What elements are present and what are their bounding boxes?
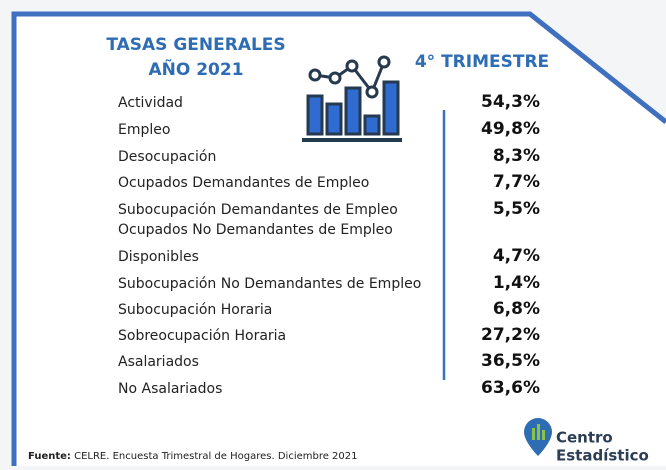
row-value: 36,5% bbox=[481, 351, 540, 371]
chart-icon bbox=[302, 55, 402, 142]
row-label: Actividad bbox=[118, 95, 183, 111]
row-label: Empleo bbox=[118, 122, 170, 138]
row-label: Desocupación bbox=[118, 149, 216, 165]
row-label: Ocupados Demandantes de Empleo bbox=[118, 175, 369, 191]
row-value: 7,7% bbox=[493, 172, 540, 192]
row-value: 27,2% bbox=[481, 325, 540, 345]
row-value: 6,8% bbox=[493, 299, 540, 319]
logo-text: Estadístico bbox=[556, 447, 649, 465]
card bbox=[14, 14, 666, 466]
row-label: No Asalariados bbox=[118, 381, 222, 397]
row-value: 63,6% bbox=[481, 378, 540, 398]
row-label: Subocupación Demandantes de Empleo bbox=[118, 202, 398, 218]
logo-text: Centro bbox=[556, 429, 613, 447]
title: TASAS GENERALES bbox=[106, 35, 285, 55]
period: 4° TRIMESTRE bbox=[415, 52, 549, 72]
row-label: Asalariados bbox=[118, 354, 199, 370]
row-label: Sobreocupación Horaria bbox=[118, 328, 286, 344]
frame bbox=[11, 11, 666, 466]
source: Fuente: CELRE. Encuesta Trimestral de Ho… bbox=[28, 451, 358, 462]
logo: Centro Estadístico bbox=[524, 418, 649, 465]
title: AÑO 2021 bbox=[148, 57, 243, 80]
source-label: Fuente: bbox=[28, 451, 71, 462]
row-label: Subocupación No Demandantes de Empleo bbox=[118, 276, 421, 292]
row-value: 1,4% bbox=[493, 273, 540, 293]
row-value: 5,5% bbox=[493, 199, 540, 219]
source-text: CELRE. Encuesta Trimestral de Hogares. D… bbox=[74, 451, 357, 462]
row-label: Ocupados No Demandantes de Empleo bbox=[118, 222, 393, 238]
row-value: 8,3% bbox=[493, 146, 540, 166]
row-label: Disponibles bbox=[118, 249, 199, 265]
row-value: 4,7% bbox=[493, 246, 540, 266]
row-value: 49,8% bbox=[481, 119, 540, 139]
rows: Actividad 54,3% Empleo 49,8% Desocupación 8,3… bbox=[118, 92, 540, 398]
row-label: Subocupación Horaria bbox=[118, 302, 272, 318]
row-value: 54,3% bbox=[481, 92, 540, 112]
